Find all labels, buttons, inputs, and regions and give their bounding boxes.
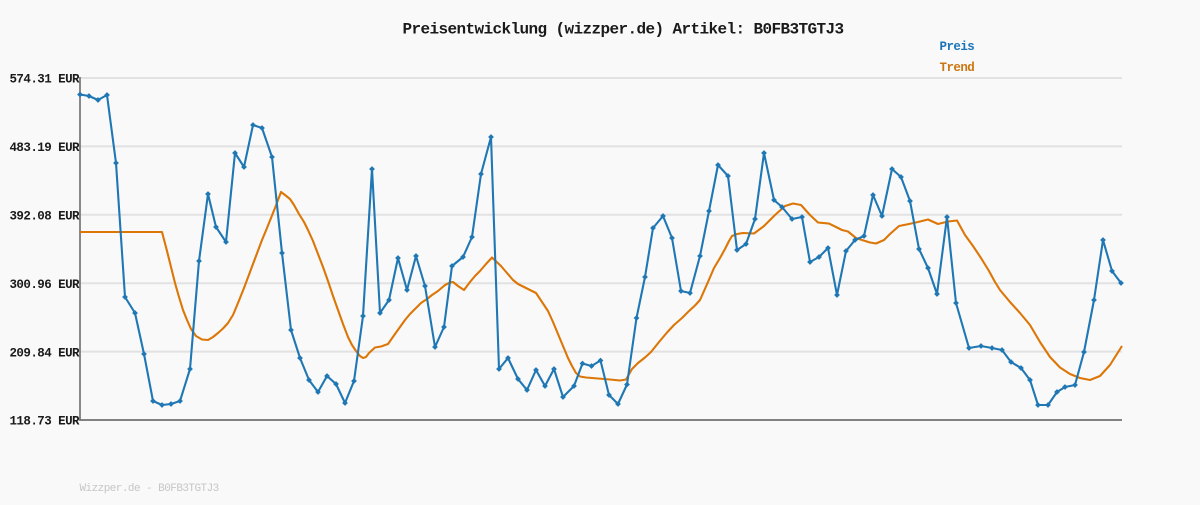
svg-text:Preisentwicklung (wizzper.de): Preisentwicklung (wizzper.de) Artikel: B…	[402, 21, 843, 39]
svg-text:209.84 EUR: 209.84 EUR	[9, 346, 80, 360]
svg-text:483.19 EUR: 483.19 EUR	[9, 141, 80, 155]
svg-text:Trend: Trend	[940, 61, 975, 75]
svg-text:300.96 EUR: 300.96 EUR	[9, 278, 80, 292]
svg-text:118.73 EUR: 118.73 EUR	[9, 415, 80, 429]
svg-text:Wizzper.de - B0FB3TGTJ3: Wizzper.de - B0FB3TGTJ3	[80, 483, 219, 495]
svg-text:574.31 EUR: 574.31 EUR	[9, 73, 80, 87]
svg-text:392.08 EUR: 392.08 EUR	[9, 210, 80, 224]
svg-text:Preis: Preis	[940, 40, 975, 54]
